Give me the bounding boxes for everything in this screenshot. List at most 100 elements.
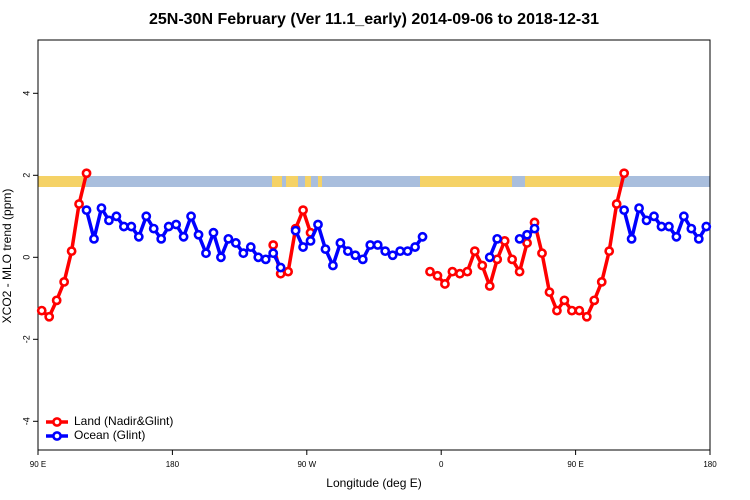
y-axis-label: XCO2 - MLO trend (ppm): [0, 189, 14, 324]
series-point: [36, 305, 47, 316]
series-point: [626, 233, 637, 244]
series-point: [156, 233, 167, 244]
series-point: [425, 266, 435, 277]
series-point: [566, 305, 577, 316]
y-tick-label: 0: [21, 255, 31, 260]
series-point: [656, 221, 667, 232]
series-point: [387, 250, 398, 261]
series-point: [126, 221, 137, 232]
x-axis-label: Longitude (deg E): [326, 476, 421, 490]
series-point: [395, 246, 406, 257]
series-point: [402, 246, 413, 257]
series-point: [678, 211, 689, 222]
series-point: [514, 266, 525, 277]
series-point: [111, 211, 122, 222]
legend-marker: [52, 431, 62, 441]
series-point: [89, 233, 99, 244]
series-point: [574, 305, 585, 316]
x-tick-label: 180: [703, 460, 717, 469]
series-point: [216, 252, 226, 263]
series-point: [380, 246, 391, 257]
series-point: [268, 248, 279, 259]
series-point: [201, 248, 211, 259]
series-point: [365, 240, 376, 250]
series-point: [447, 266, 458, 277]
series-point: [104, 215, 114, 226]
series-point: [469, 246, 480, 257]
series-point: [44, 311, 55, 322]
series-point: [208, 227, 219, 238]
series-point: [484, 252, 495, 263]
series-point: [492, 254, 503, 265]
series-point: [581, 311, 592, 322]
chart-title: 25N-30N February (Ver 11.1_early) 2014-0…: [149, 11, 599, 28]
series-point: [51, 295, 62, 306]
series-point: [477, 260, 488, 271]
series-point: [335, 238, 346, 248]
series-point: [298, 205, 308, 216]
series-point: [305, 235, 316, 246]
series-point: [410, 242, 420, 252]
y-tick-label: 2: [21, 173, 31, 178]
series-point: [59, 276, 70, 287]
series-point: [686, 223, 697, 234]
series-point: [163, 221, 174, 232]
series-point: [671, 231, 682, 242]
series-point: [589, 295, 600, 306]
series-point: [649, 211, 659, 222]
series-point: [454, 268, 465, 279]
y-tick-label: -4: [21, 417, 31, 425]
series-point: [693, 233, 704, 244]
series-point: [604, 246, 615, 257]
series-point: [417, 231, 428, 242]
series-point: [619, 168, 630, 179]
series-point: [328, 260, 338, 271]
series-point: [118, 221, 129, 232]
series-point: [260, 254, 271, 265]
series-point: [641, 215, 652, 226]
legend-marker: [52, 417, 62, 427]
series-point: [223, 233, 234, 244]
series-point: [193, 229, 204, 240]
series-point: [514, 233, 525, 244]
land-ocean-strip: [38, 176, 710, 187]
series-point: [701, 221, 712, 232]
series-point: [298, 242, 308, 252]
series-point: [81, 168, 92, 179]
series-point: [320, 244, 331, 254]
series-point: [283, 266, 294, 277]
series-point: [544, 287, 555, 298]
x-tick-label: 90 E: [30, 460, 46, 469]
x-tick-label: 0: [439, 460, 444, 469]
series-point: [552, 305, 562, 316]
series-point: [537, 248, 547, 259]
series-point: [96, 203, 107, 213]
y-tick-label: -2: [21, 335, 31, 343]
x-tick-label: 90 E: [567, 460, 583, 469]
series-point: [171, 219, 182, 230]
series-line: [40, 172, 626, 319]
series-point: [238, 248, 249, 259]
series-point: [290, 225, 301, 236]
series-point: [268, 240, 279, 250]
series-point: [342, 246, 353, 257]
series-point: [611, 199, 622, 209]
series-point: [529, 223, 540, 234]
series-point: [230, 238, 241, 248]
series-point: [596, 276, 607, 287]
series-point: [492, 233, 503, 244]
series-point: [253, 252, 264, 263]
legend-label: Ocean (Glint): [74, 428, 145, 442]
series-point: [141, 211, 152, 222]
series-point: [664, 221, 674, 232]
series-point: [178, 231, 189, 242]
series-point: [133, 231, 144, 242]
series-point: [440, 279, 450, 289]
series-point: [522, 229, 532, 240]
series-point: [559, 295, 570, 306]
plot-frame: [37, 39, 711, 451]
series-point: [484, 281, 495, 291]
series-point: [462, 266, 473, 277]
series-point: [245, 242, 256, 252]
